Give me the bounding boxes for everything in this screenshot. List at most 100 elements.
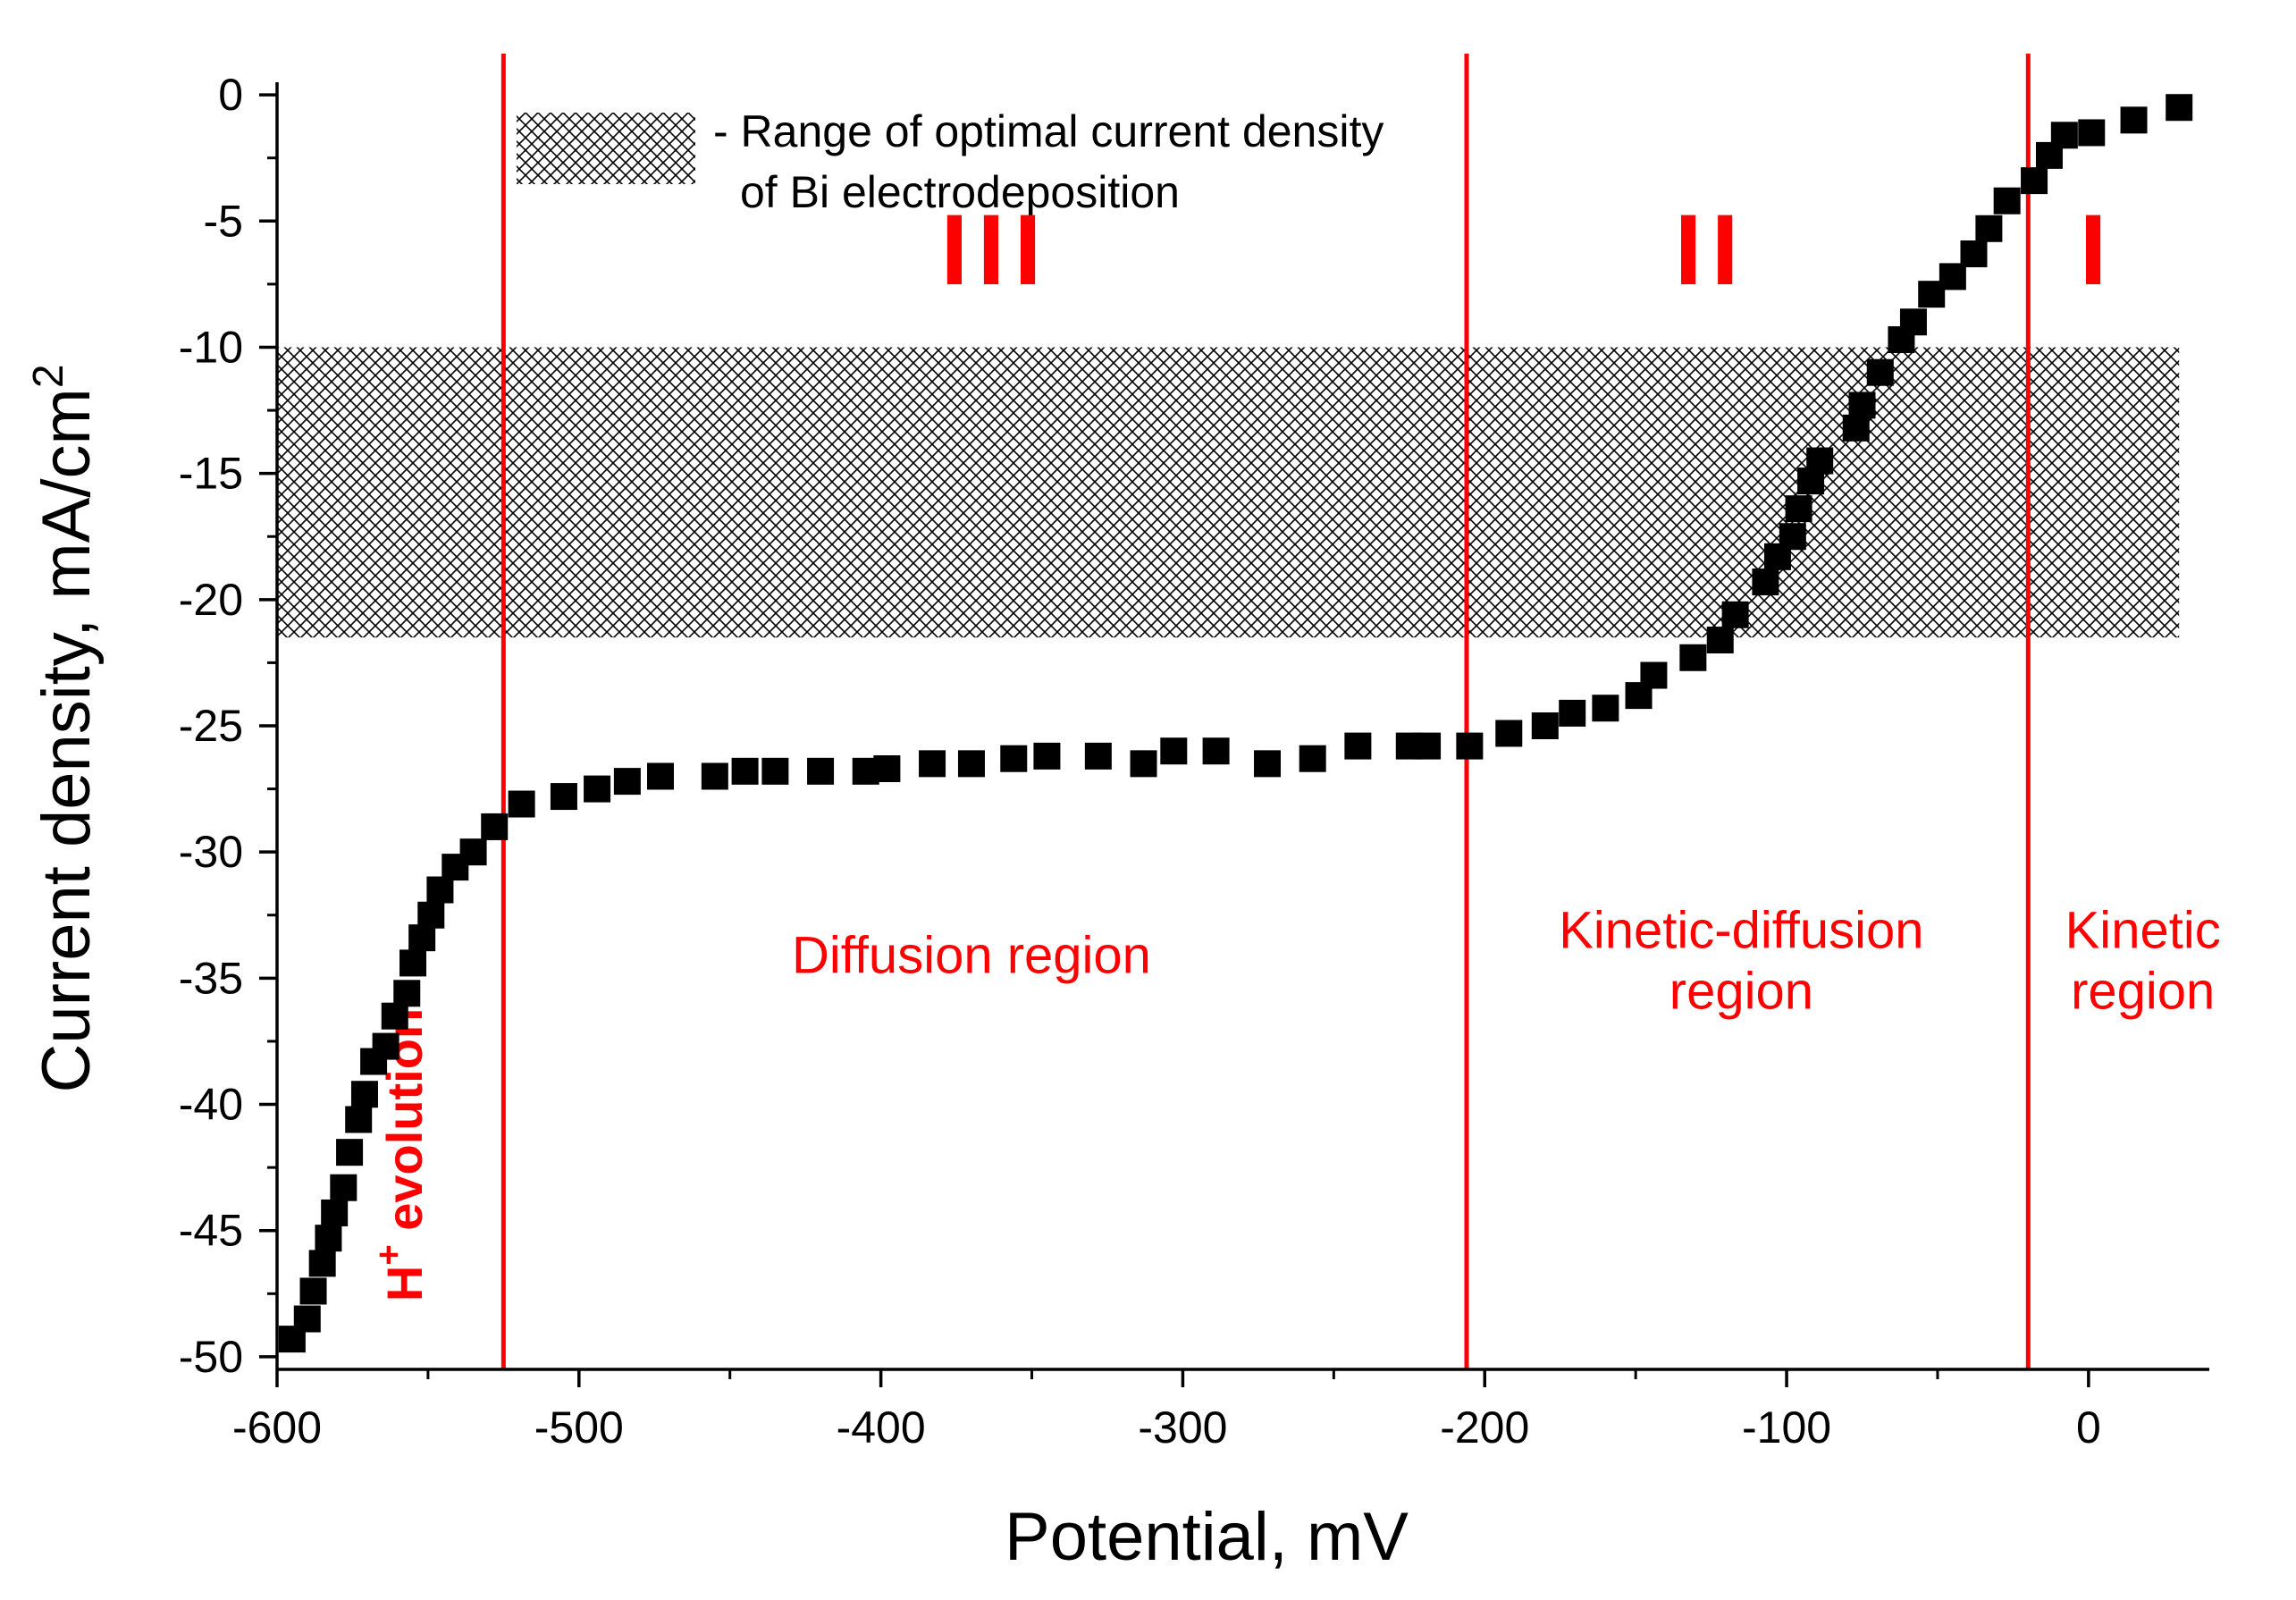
- data-point: [1456, 732, 1484, 760]
- data-point: [1559, 699, 1586, 727]
- data-point: [1679, 644, 1707, 671]
- data-point: [1842, 414, 1870, 442]
- data-point: [393, 980, 421, 1007]
- h-plus-base: H: [376, 1266, 433, 1301]
- x-axis-title: Potential, mV: [1005, 1499, 1409, 1575]
- data-point: [508, 790, 535, 818]
- data-point: [1202, 737, 1230, 765]
- data-point: [381, 1002, 408, 1030]
- data-point: [2166, 94, 2193, 122]
- data-point: [1721, 601, 1749, 628]
- x-tick-label: -300: [1138, 1402, 1227, 1453]
- y-axis-title: Current density, mA/cm2: [25, 364, 105, 1092]
- data-point: [408, 924, 436, 952]
- data-point: [2120, 106, 2148, 134]
- data-point: [1785, 495, 1812, 523]
- x-tick-label: -100: [1742, 1402, 1831, 1453]
- data-point: [2050, 122, 2078, 149]
- data-point: [426, 876, 454, 904]
- region-label-line: region: [1669, 962, 1813, 1020]
- region-label-line: Kinetic: [2065, 901, 2221, 959]
- y-tick-label: 0: [218, 70, 243, 120]
- data-point: [1640, 661, 1668, 689]
- data-point: [330, 1174, 357, 1201]
- data-point: [1130, 750, 1157, 778]
- y-tick-label: -50: [179, 1332, 243, 1382]
- data-point: [315, 1225, 342, 1252]
- x-tick-label: -500: [534, 1402, 624, 1453]
- legend-line-1: - Range of optimal current density: [713, 106, 1383, 156]
- data-point: [350, 1081, 378, 1108]
- data-point: [299, 1277, 327, 1305]
- data-point: [1806, 447, 1834, 475]
- data-point: [957, 750, 985, 778]
- data-point: [1084, 742, 1112, 770]
- x-axis-ticks: -600 -500 -400 -300 -200 -100 0: [232, 1369, 2101, 1453]
- optimal-current-density-band: [277, 347, 2180, 638]
- region-roman-label: II: [1674, 194, 1747, 306]
- data-point: [1779, 523, 1806, 551]
- data-point: [336, 1139, 364, 1166]
- data-point: [417, 901, 445, 929]
- y-axis-ticks: 0 -5 -10 -15 -20 -25 -30 -35 -40 -45 -50: [179, 70, 277, 1382]
- data-point: [1000, 745, 1028, 772]
- y-tick-label: -20: [179, 575, 243, 625]
- data-point: [1414, 732, 1442, 760]
- data-point: [1033, 742, 1061, 770]
- data-point: [1344, 732, 1372, 760]
- region-roman-label: III: [940, 194, 1050, 306]
- data-point: [372, 1032, 399, 1060]
- x-tick-label: 0: [2076, 1402, 2101, 1453]
- data-point: [584, 775, 611, 803]
- data-point: [1752, 568, 1779, 596]
- region-roman-label: I: [2079, 194, 2115, 306]
- data-point: [873, 755, 901, 782]
- data-point: [293, 1305, 321, 1333]
- data-point: [308, 1250, 336, 1277]
- y-axis-title-sup: 2: [25, 364, 72, 388]
- region-label-line: Kinetic-diffusion: [1559, 901, 1923, 959]
- y-tick-label: -40: [179, 1080, 243, 1130]
- data-point: [1939, 263, 1966, 291]
- data-point: [2078, 119, 2106, 147]
- data-point: [550, 783, 577, 811]
- legend: - Range of optimal current density of Bi…: [517, 106, 1383, 217]
- data-point: [1592, 695, 1619, 722]
- data-point: [1899, 308, 1927, 336]
- data-point: [1495, 720, 1523, 747]
- y-tick-label: -35: [179, 953, 243, 1003]
- data-point: [345, 1106, 373, 1133]
- x-tick-label: -600: [232, 1402, 322, 1453]
- data-point: [481, 813, 509, 840]
- region-label-line: region: [2071, 962, 2215, 1020]
- axes: [275, 82, 2209, 1371]
- y-tick-label: -10: [179, 322, 243, 372]
- data-point: [1993, 187, 2021, 215]
- region-label: Kinetic-diffusion region: [1559, 901, 1923, 1020]
- data-point: [807, 757, 835, 785]
- region-label: Diffusion region: [792, 927, 1151, 985]
- data-point: [919, 750, 946, 778]
- x-tick-label: -400: [837, 1402, 926, 1453]
- y-tick-label: -30: [179, 827, 243, 877]
- data-point: [701, 762, 728, 790]
- data-point: [647, 762, 675, 790]
- data-point: [321, 1199, 349, 1226]
- data-point: [1848, 392, 1876, 419]
- data-point: [1960, 240, 1988, 267]
- data-point: [1299, 745, 1326, 772]
- data-point: [1975, 215, 2003, 242]
- legend-line-2: of Bi electrodeposition: [740, 167, 1180, 217]
- data-point: [1531, 712, 1559, 739]
- data-point: [1706, 627, 1734, 653]
- data-point: [731, 757, 759, 785]
- y-tick-label: -25: [179, 701, 243, 751]
- legend-hatch-swatch: [517, 113, 695, 184]
- h-plus-sup: +: [369, 1244, 408, 1265]
- data-series: [278, 94, 2193, 1353]
- x-tick-label: -200: [1440, 1402, 1529, 1453]
- data-point: [761, 757, 789, 785]
- data-point: [1866, 358, 1894, 386]
- data-point: [2021, 167, 2048, 195]
